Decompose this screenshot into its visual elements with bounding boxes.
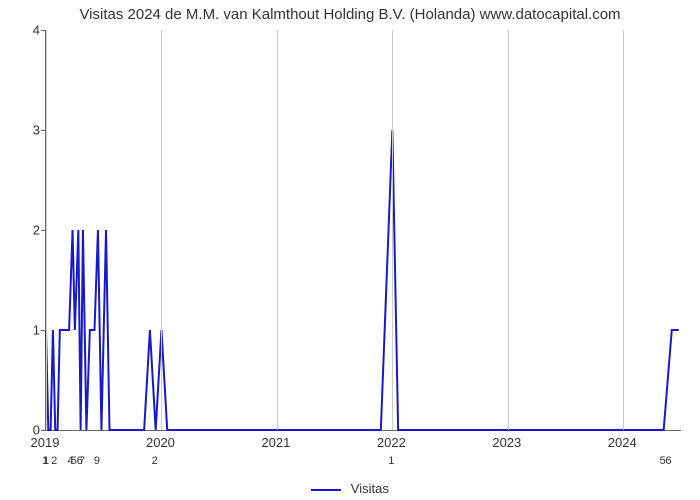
- ytick-mark: [41, 430, 46, 431]
- plot-area: [45, 30, 681, 431]
- xtick-minor: 9: [94, 455, 100, 467]
- grid-vertical: [392, 30, 393, 430]
- xtick-minor: 2: [51, 455, 57, 467]
- grid-vertical: [46, 30, 47, 430]
- legend-swatch: [311, 489, 341, 491]
- xtick-minor: 1: [388, 455, 394, 467]
- ytick-label: 2: [10, 223, 40, 238]
- ytick-label: 4: [10, 23, 40, 38]
- xtick-minor: 6: [665, 455, 671, 467]
- chart-container: Visitas 2024 de M.M. van Kalmthout Holdi…: [0, 0, 700, 500]
- xtick-year: 2021: [261, 435, 290, 450]
- grid-vertical: [277, 30, 278, 430]
- xtick-minor: 2: [152, 455, 158, 467]
- xtick-minor: 7: [79, 455, 85, 467]
- legend: Visitas: [0, 481, 700, 496]
- xtick-year: 2024: [608, 435, 637, 450]
- xtick-year: 2020: [146, 435, 175, 450]
- grid-vertical: [623, 30, 624, 430]
- xtick-year: 2022: [377, 435, 406, 450]
- visits-line: [46, 130, 679, 430]
- line-series: [46, 30, 681, 430]
- chart-title: Visitas 2024 de M.M. van Kalmthout Holdi…: [0, 6, 700, 23]
- grid-vertical: [161, 30, 162, 430]
- xtick-year: 2019: [31, 435, 60, 450]
- legend-label: Visitas: [351, 481, 389, 496]
- xtick-minor: 1: [43, 455, 49, 467]
- grid-vertical: [508, 30, 509, 430]
- xtick-year: 2023: [492, 435, 521, 450]
- ytick-label: 3: [10, 123, 40, 138]
- ytick-label: 1: [10, 323, 40, 338]
